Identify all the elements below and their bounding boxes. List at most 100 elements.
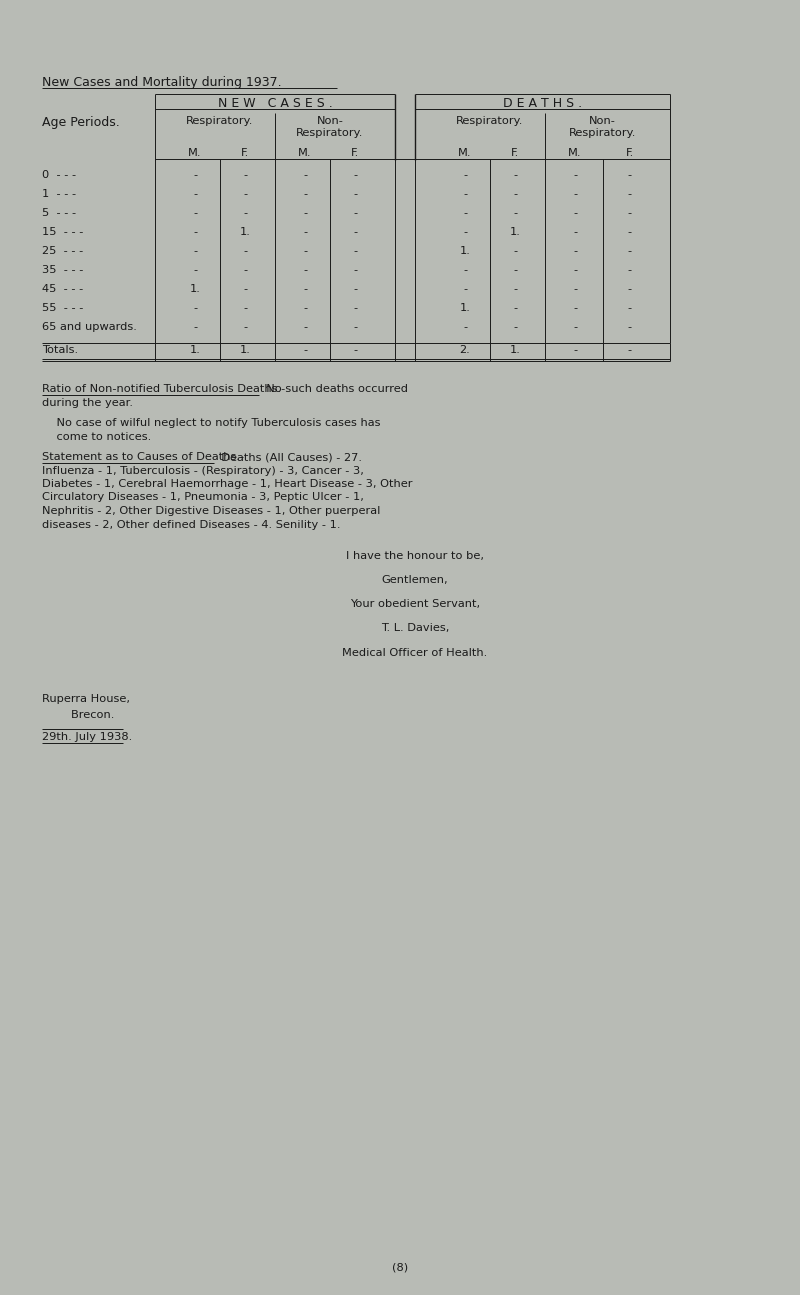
Text: -: - (463, 322, 467, 332)
Text: -: - (573, 208, 577, 218)
Text: Totals.: Totals. (42, 344, 78, 355)
Text: -: - (303, 344, 307, 355)
Text: -: - (513, 189, 517, 199)
Text: 1.: 1. (190, 344, 201, 355)
Text: F.: F. (351, 148, 359, 158)
Text: -: - (243, 265, 247, 275)
Text: -: - (513, 170, 517, 180)
Text: 0  - - -: 0 - - - (42, 170, 76, 180)
Text: 25  - - -: 25 - - - (42, 246, 83, 256)
Text: Your obedient Servant,: Your obedient Servant, (350, 600, 480, 610)
Text: 1.: 1. (190, 284, 201, 294)
Text: -: - (193, 189, 197, 199)
Text: 1  - - -: 1 - - - (42, 189, 76, 199)
Text: -: - (193, 208, 197, 218)
Text: -: - (573, 303, 577, 313)
Text: 35  - - -: 35 - - - (42, 265, 83, 275)
Text: 45  - - -: 45 - - - (42, 284, 83, 294)
Text: -: - (303, 208, 307, 218)
Text: Deaths (All Causes) - 27.: Deaths (All Causes) - 27. (214, 452, 362, 462)
Text: Age Periods.: Age Periods. (42, 117, 120, 130)
Text: 1.: 1. (510, 344, 521, 355)
Text: -: - (463, 284, 467, 294)
Text: -: - (628, 344, 632, 355)
Text: Ruperra House,: Ruperra House, (42, 694, 130, 703)
Text: M.: M. (568, 148, 582, 158)
Text: 1.: 1. (510, 227, 521, 237)
Text: -: - (193, 322, 197, 332)
Text: D E A T H S .: D E A T H S . (503, 97, 582, 110)
Text: -: - (243, 246, 247, 256)
Text: -: - (463, 208, 467, 218)
Text: 65 and upwards.: 65 and upwards. (42, 322, 137, 332)
Text: -: - (353, 322, 357, 332)
Text: -: - (353, 246, 357, 256)
Text: 29th. July 1938.: 29th. July 1938. (42, 732, 132, 742)
Text: -: - (628, 303, 632, 313)
Text: -: - (303, 303, 307, 313)
Text: -: - (353, 208, 357, 218)
Text: during the year.: during the year. (42, 398, 133, 408)
Text: -: - (243, 284, 247, 294)
Text: -: - (628, 322, 632, 332)
Text: -: - (628, 227, 632, 237)
Text: -: - (243, 303, 247, 313)
Text: 15  - - -: 15 - - - (42, 227, 83, 237)
Text: -: - (303, 227, 307, 237)
Text: -: - (513, 208, 517, 218)
Text: Diabetes - 1, Cerebral Haemorrhage - 1, Heart Disease - 3, Other: Diabetes - 1, Cerebral Haemorrhage - 1, … (42, 479, 413, 490)
Text: Medical Officer of Health.: Medical Officer of Health. (342, 648, 488, 658)
Text: -: - (513, 322, 517, 332)
Text: -: - (353, 189, 357, 199)
Text: -: - (303, 189, 307, 199)
Text: -: - (353, 303, 357, 313)
Text: -: - (628, 208, 632, 218)
Text: -: - (353, 284, 357, 294)
Text: -: - (303, 170, 307, 180)
Text: -: - (513, 303, 517, 313)
Text: -: - (353, 227, 357, 237)
Text: -: - (463, 189, 467, 199)
Text: Respiratory.: Respiratory. (456, 117, 524, 126)
Text: Influenza - 1, Tuberculosis - (Respiratory) - 3, Cancer - 3,: Influenza - 1, Tuberculosis - (Respirato… (42, 465, 364, 475)
Text: Ratio of Non-notified Tuberculosis Deaths.-: Ratio of Non-notified Tuberculosis Death… (42, 385, 286, 394)
Text: M.: M. (458, 148, 472, 158)
Text: -: - (573, 246, 577, 256)
Text: -: - (243, 208, 247, 218)
Text: -: - (573, 284, 577, 294)
Text: I have the honour to be,: I have the honour to be, (346, 552, 484, 562)
Text: -: - (463, 265, 467, 275)
Text: No such deaths occurred: No such deaths occurred (259, 385, 408, 394)
Text: -: - (628, 170, 632, 180)
Text: -: - (353, 344, 357, 355)
Text: -: - (303, 246, 307, 256)
Text: Brecon.: Brecon. (42, 710, 114, 720)
Text: 55  - - -: 55 - - - (42, 303, 83, 313)
Text: 1.: 1. (239, 227, 250, 237)
Text: -: - (193, 227, 197, 237)
Text: -: - (628, 265, 632, 275)
Text: -: - (243, 322, 247, 332)
Text: -: - (353, 265, 357, 275)
Text: M.: M. (298, 148, 312, 158)
Text: Non-
Respiratory.: Non- Respiratory. (296, 117, 364, 137)
Text: Respiratory.: Respiratory. (186, 117, 254, 126)
Text: 2.: 2. (460, 344, 470, 355)
Text: -: - (628, 284, 632, 294)
Text: -: - (303, 322, 307, 332)
Text: F.: F. (241, 148, 249, 158)
Text: F.: F. (511, 148, 519, 158)
Text: -: - (573, 227, 577, 237)
Text: N E W   C A S E S .: N E W C A S E S . (218, 97, 332, 110)
Text: M.: M. (188, 148, 202, 158)
Text: -: - (193, 265, 197, 275)
Text: -: - (513, 284, 517, 294)
Text: -: - (193, 246, 197, 256)
Text: -: - (628, 189, 632, 199)
Text: -: - (243, 170, 247, 180)
Text: -: - (513, 246, 517, 256)
Text: Circulatory Diseases - 1, Pneumonia - 3, Peptic Ulcer - 1,: Circulatory Diseases - 1, Pneumonia - 3,… (42, 492, 364, 502)
Text: 1.: 1. (459, 303, 470, 313)
Text: T. L. Davies,: T. L. Davies, (381, 623, 449, 633)
Text: 5  - - -: 5 - - - (42, 208, 76, 218)
